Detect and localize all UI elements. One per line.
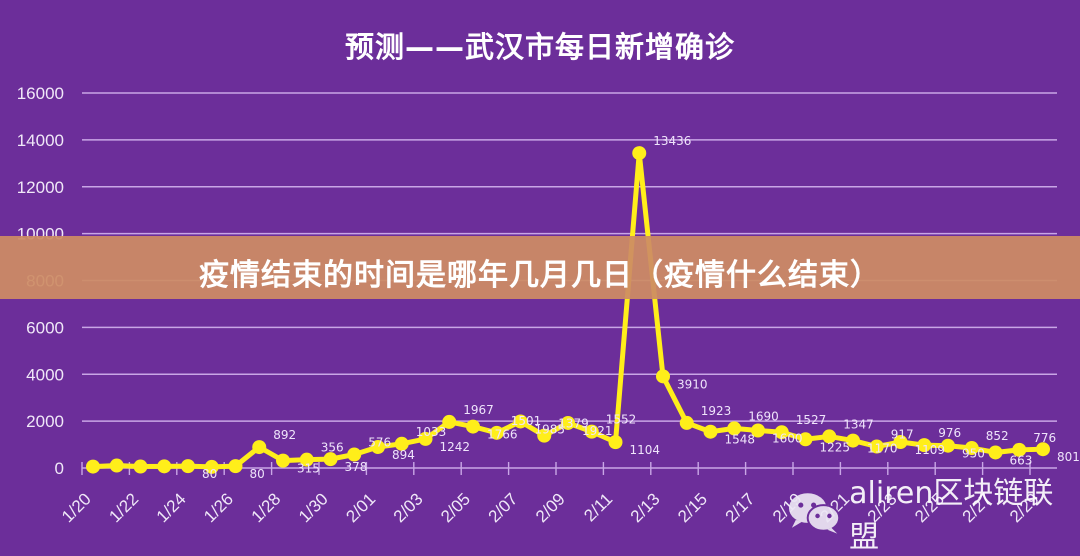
svg-text:1033: 1033 <box>416 425 447 439</box>
svg-text:315: 315 <box>297 462 320 476</box>
svg-text:892: 892 <box>273 428 296 442</box>
line-chart: 0200040006000800010000120001400016000 1/… <box>17 84 1080 526</box>
svg-text:12000: 12000 <box>17 178 64 197</box>
svg-text:80: 80 <box>250 467 265 481</box>
svg-text:6000: 6000 <box>26 318 64 337</box>
data-labels: 80 80892315356378576894103312421967176615… <box>202 134 1080 481</box>
overlay-banner <box>0 236 1080 299</box>
svg-text:1766: 1766 <box>487 428 518 442</box>
svg-text:2/03: 2/03 <box>390 489 427 526</box>
svg-text:1923: 1923 <box>701 404 732 418</box>
svg-text:801: 801 <box>1057 450 1080 464</box>
svg-text:1/22: 1/22 <box>105 489 142 526</box>
svg-text:1225: 1225 <box>820 440 851 454</box>
svg-text:378: 378 <box>345 460 368 474</box>
svg-text:2/15: 2/15 <box>674 489 711 526</box>
svg-text:1527: 1527 <box>796 413 827 427</box>
data-series <box>86 146 1050 474</box>
svg-text:2000: 2000 <box>26 412 64 431</box>
svg-text:917: 917 <box>891 428 914 442</box>
svg-text:2/01: 2/01 <box>342 489 379 526</box>
svg-text:16000: 16000 <box>17 84 64 103</box>
svg-text:356: 356 <box>321 441 344 455</box>
svg-text:14000: 14000 <box>17 131 64 150</box>
svg-text:950: 950 <box>962 447 985 461</box>
svg-text:2/17: 2/17 <box>722 489 759 526</box>
svg-text:1/30: 1/30 <box>295 489 332 526</box>
svg-text:1985: 1985 <box>535 422 566 436</box>
svg-text:1921: 1921 <box>582 424 613 438</box>
svg-text:1/26: 1/26 <box>200 489 237 526</box>
svg-text:2/07: 2/07 <box>485 489 522 526</box>
svg-text:1170: 1170 <box>867 442 898 456</box>
svg-text:1242: 1242 <box>440 440 471 454</box>
svg-text:1690: 1690 <box>748 409 779 423</box>
svg-text:576: 576 <box>368 436 391 450</box>
svg-text:2/05: 2/05 <box>437 489 474 526</box>
svg-text:2/09: 2/09 <box>532 489 569 526</box>
svg-text:3910: 3910 <box>677 377 708 391</box>
svg-text:1501: 1501 <box>511 414 542 428</box>
svg-text:894: 894 <box>392 448 415 462</box>
svg-text:1379: 1379 <box>558 417 589 431</box>
chart-title: 预测——武汉市每日新增确诊 <box>344 30 735 64</box>
watermark-text: aliren区块链联盟 <box>849 476 1054 555</box>
svg-text:1/20: 1/20 <box>58 489 95 526</box>
svg-text:1347: 1347 <box>843 417 874 431</box>
svg-text:1548: 1548 <box>725 433 756 447</box>
svg-text:2/13: 2/13 <box>627 489 664 526</box>
svg-text:4000: 4000 <box>26 365 64 384</box>
svg-text:13436: 13436 <box>653 134 691 148</box>
watermark: aliren区块链联盟 <box>786 468 1080 556</box>
svg-text:80: 80 <box>202 467 217 481</box>
svg-text:2/11: 2/11 <box>580 489 616 525</box>
banner-headline: 疫情结束的时间是哪年几月几日（疫情什么结束） <box>199 258 881 293</box>
svg-text:1552: 1552 <box>606 413 637 427</box>
svg-text:1/28: 1/28 <box>248 489 285 526</box>
svg-text:776: 776 <box>1033 431 1056 445</box>
svg-text:663: 663 <box>1010 453 1033 467</box>
svg-text:852: 852 <box>986 429 1009 443</box>
svg-text:0: 0 <box>55 459 64 478</box>
svg-text:1600: 1600 <box>772 432 803 446</box>
svg-text:1/24: 1/24 <box>153 489 190 526</box>
svg-text:1104: 1104 <box>630 443 661 457</box>
wechat-icon <box>788 493 841 534</box>
svg-text:1967: 1967 <box>463 403 494 417</box>
svg-text:976: 976 <box>938 426 961 440</box>
svg-text:1109: 1109 <box>915 443 946 457</box>
